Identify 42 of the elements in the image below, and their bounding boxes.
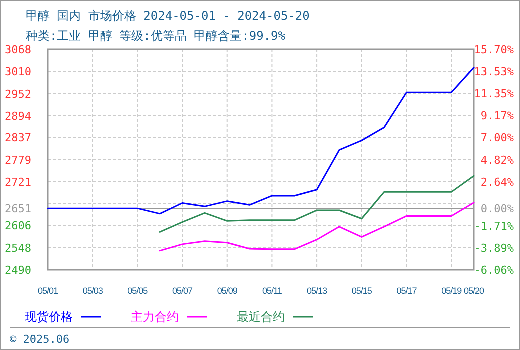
y-tick-label: 2721	[5, 176, 32, 189]
x-tick-label: 05/20	[464, 286, 484, 296]
y-tick-label: 2952	[5, 88, 32, 101]
y-tick-label: 2894	[5, 110, 32, 123]
y2-tick-label: 4.82%	[480, 154, 514, 167]
x-tick-label: 05/17	[396, 286, 418, 296]
y2-tick-label: 0.00%	[480, 202, 514, 216]
y-tick-label: 3010	[5, 66, 32, 79]
x-tick-label: 05/11	[262, 286, 282, 296]
y2-tick-label: -3.89%	[474, 242, 514, 256]
y2-tick-label: 9.17%	[480, 110, 514, 123]
chart-subtitle: 种类:工业 甲醇 等级:优等品 甲醇含量:99.9%	[26, 29, 286, 43]
x-tick-label: 05/13	[307, 286, 328, 296]
x-tick-label: 05/15	[352, 286, 372, 296]
y-tick-label: 2837	[5, 132, 32, 145]
y2-tick-label: -1.71%	[474, 220, 514, 233]
chart-title: 甲醇 国内 市场价格 2024-05-01 - 2024-05-20	[26, 9, 310, 23]
y-tick-label: 2779	[5, 154, 32, 167]
y2-tick-label: 7.00%	[480, 132, 514, 145]
x-tick-label: 05/09	[217, 286, 238, 296]
line-series	[47, 67, 475, 215]
y2-tick-label: 13.53%	[474, 65, 514, 78]
line-series	[159, 175, 475, 233]
x-tick-label: 05/01	[38, 286, 58, 296]
legend-label: 主力合约	[131, 310, 179, 324]
legend-label: 最近合约	[237, 310, 285, 324]
x-tick-label: 05/05	[128, 286, 148, 296]
line-series	[159, 202, 475, 252]
x-tick-label: 05/19	[442, 286, 462, 296]
ref-line-label: 2651	[5, 202, 32, 216]
y2-tick-label: 15.70%	[474, 44, 514, 56]
y2-tick-label: 11.35%	[474, 88, 514, 101]
y-tick-label: 3068	[5, 44, 32, 56]
y2-tick-label: -6.06%	[474, 264, 514, 277]
y2-tick-label: 2.64%	[480, 176, 514, 189]
y-tick-label: 2490	[5, 264, 32, 277]
text: © 2025.06	[10, 333, 70, 346]
y-tick-label: 2606	[5, 220, 32, 233]
x-tick-label: 05/03	[82, 286, 104, 296]
legend-label: 现货价格	[25, 310, 73, 324]
x-tick-label: 05/07	[172, 286, 194, 296]
y-tick-label: 2548	[5, 242, 32, 255]
